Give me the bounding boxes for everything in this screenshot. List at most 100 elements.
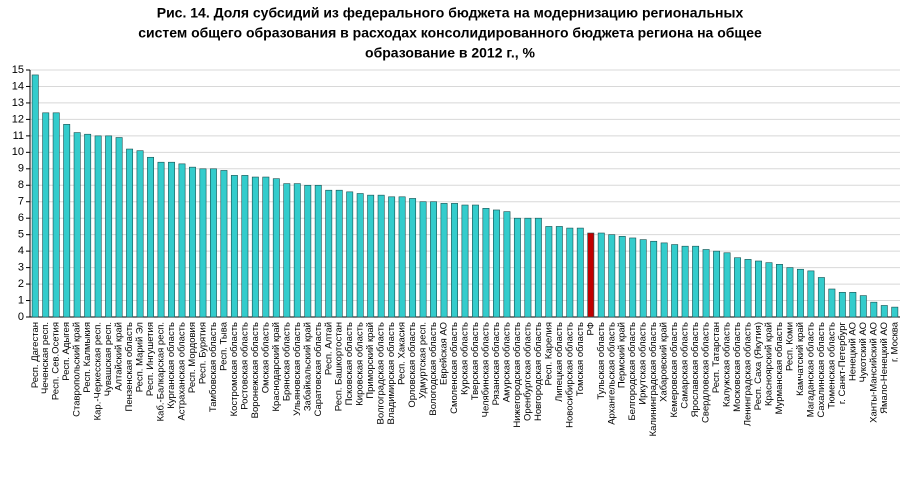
x-tick-label: Кар.-Черкесская респ. — [93, 322, 104, 420]
bar — [52, 112, 60, 318]
bar — [136, 150, 144, 318]
y-tick-label: 2 — [18, 278, 24, 290]
x-tick-label: г. Москва — [889, 321, 900, 362]
bar — [230, 175, 238, 318]
x-tick-label: Каб.-Балкарская респ. — [156, 322, 167, 421]
bar — [692, 245, 700, 318]
bar — [859, 295, 867, 318]
x-tick-label: г. Санкт-Петербург — [837, 321, 848, 404]
bar — [493, 209, 500, 318]
bar — [472, 204, 479, 318]
x-tick-label: Респ. Башкортостан — [334, 322, 345, 411]
x-tick-label: Липецкая область — [554, 322, 565, 402]
x-tick-label: Респ. Адыгея — [61, 322, 72, 381]
x-tick-label: Тамбовская область — [208, 322, 219, 412]
x-tick-label: Челябинская область — [480, 322, 491, 417]
bar — [168, 161, 175, 318]
bar — [178, 163, 186, 318]
y-tick-label: 5 — [18, 229, 24, 241]
bar — [723, 252, 731, 318]
x-tick-label: Респ. Бурятия — [197, 322, 208, 384]
bar — [440, 203, 448, 318]
bar — [870, 301, 878, 318]
x-tick-label: Респ. Марий Эл — [135, 322, 146, 392]
x-tick-label: Вологодская область — [428, 322, 439, 416]
x-tick-label: Алтайский край — [114, 322, 125, 391]
bar — [42, 112, 50, 318]
x-tick-label: Камчатский край — [795, 322, 806, 396]
bar — [335, 189, 343, 318]
bar — [587, 232, 595, 318]
x-tick-label: Респ. Карелия — [543, 322, 554, 385]
x-tick-label: Волгоградская область — [376, 322, 387, 424]
y-tick-label: 8 — [18, 179, 24, 191]
bar — [555, 226, 563, 318]
x-tick-label: Магаданская область — [805, 322, 816, 417]
bar — [513, 217, 521, 318]
bar — [838, 291, 846, 318]
x-tick-label: Ставропольский край — [72, 322, 83, 417]
bar — [461, 204, 469, 318]
x-tick-label: Новосибирская область — [564, 322, 575, 428]
bar — [650, 240, 658, 318]
x-tick-label: Саратовская область — [313, 322, 324, 416]
bar — [115, 137, 123, 318]
bar — [325, 189, 333, 318]
bar — [398, 196, 406, 318]
bar — [660, 242, 668, 318]
bar — [283, 183, 291, 318]
y-tick-label: 3 — [18, 262, 24, 274]
x-tick-label: Пензенская область — [124, 322, 135, 412]
x-tick-label: Нижегородская область — [512, 322, 523, 428]
y-tick-label: 7 — [18, 196, 24, 208]
x-tick-label: Курская область — [460, 322, 471, 395]
x-tick-label: Костромская область — [229, 322, 240, 416]
x-tick-label: Астраханская область — [177, 322, 188, 421]
chart-title: Рис. 14. Доля субсидий из федерального б… — [157, 5, 744, 21]
bar — [189, 166, 196, 318]
bar — [409, 198, 417, 318]
bar — [451, 203, 458, 318]
x-tick-label: Респ. Хакасия — [397, 322, 408, 385]
bar — [639, 239, 647, 318]
x-tick-label: Рязанская область — [491, 322, 502, 405]
x-tick-label: Калужская область — [722, 322, 733, 407]
y-tick-label: 6 — [18, 212, 24, 224]
x-tick-label: Чувашская респ. — [103, 322, 114, 396]
y-tick-label: 15 — [12, 64, 24, 76]
x-tick-label: Респ. Тыва — [218, 321, 229, 371]
bar — [849, 291, 857, 318]
y-tick-label: 10 — [12, 146, 24, 158]
x-tick-label: Владимирская область — [386, 322, 397, 425]
bar — [524, 217, 532, 318]
bar — [388, 196, 396, 318]
x-tick-label: Ульяновская область — [292, 322, 303, 416]
bar — [419, 201, 427, 318]
x-tick-label: Свердловская область — [701, 322, 712, 423]
x-tick-label: Иркутская область — [638, 322, 649, 405]
bar — [776, 264, 783, 318]
bar — [157, 161, 165, 318]
bar — [786, 267, 794, 318]
x-tick-label: Респ. Дагестан — [30, 322, 41, 388]
x-tick-label: Ростовская область — [239, 322, 250, 410]
x-tick-label: Белгородская область — [627, 322, 638, 421]
bar — [713, 250, 721, 318]
x-tick-label: Томская область — [575, 322, 586, 396]
x-tick-label: Калининградская область — [648, 322, 659, 436]
bar — [73, 132, 81, 318]
x-tick-label: Респ. Мордовия — [187, 322, 198, 393]
bar — [63, 124, 71, 318]
bar — [828, 288, 836, 318]
bar — [314, 184, 322, 318]
bar — [755, 260, 762, 318]
y-tick-label: 1 — [18, 294, 24, 306]
x-tick-label: Ханты-Мансийский АО — [868, 322, 879, 423]
x-tick-label: Чукотский АО — [858, 322, 869, 382]
bar — [629, 237, 637, 318]
bar — [293, 183, 301, 318]
x-tick-label: Удмуртская респ. — [418, 322, 429, 399]
bar — [430, 201, 437, 318]
bar — [576, 227, 584, 318]
